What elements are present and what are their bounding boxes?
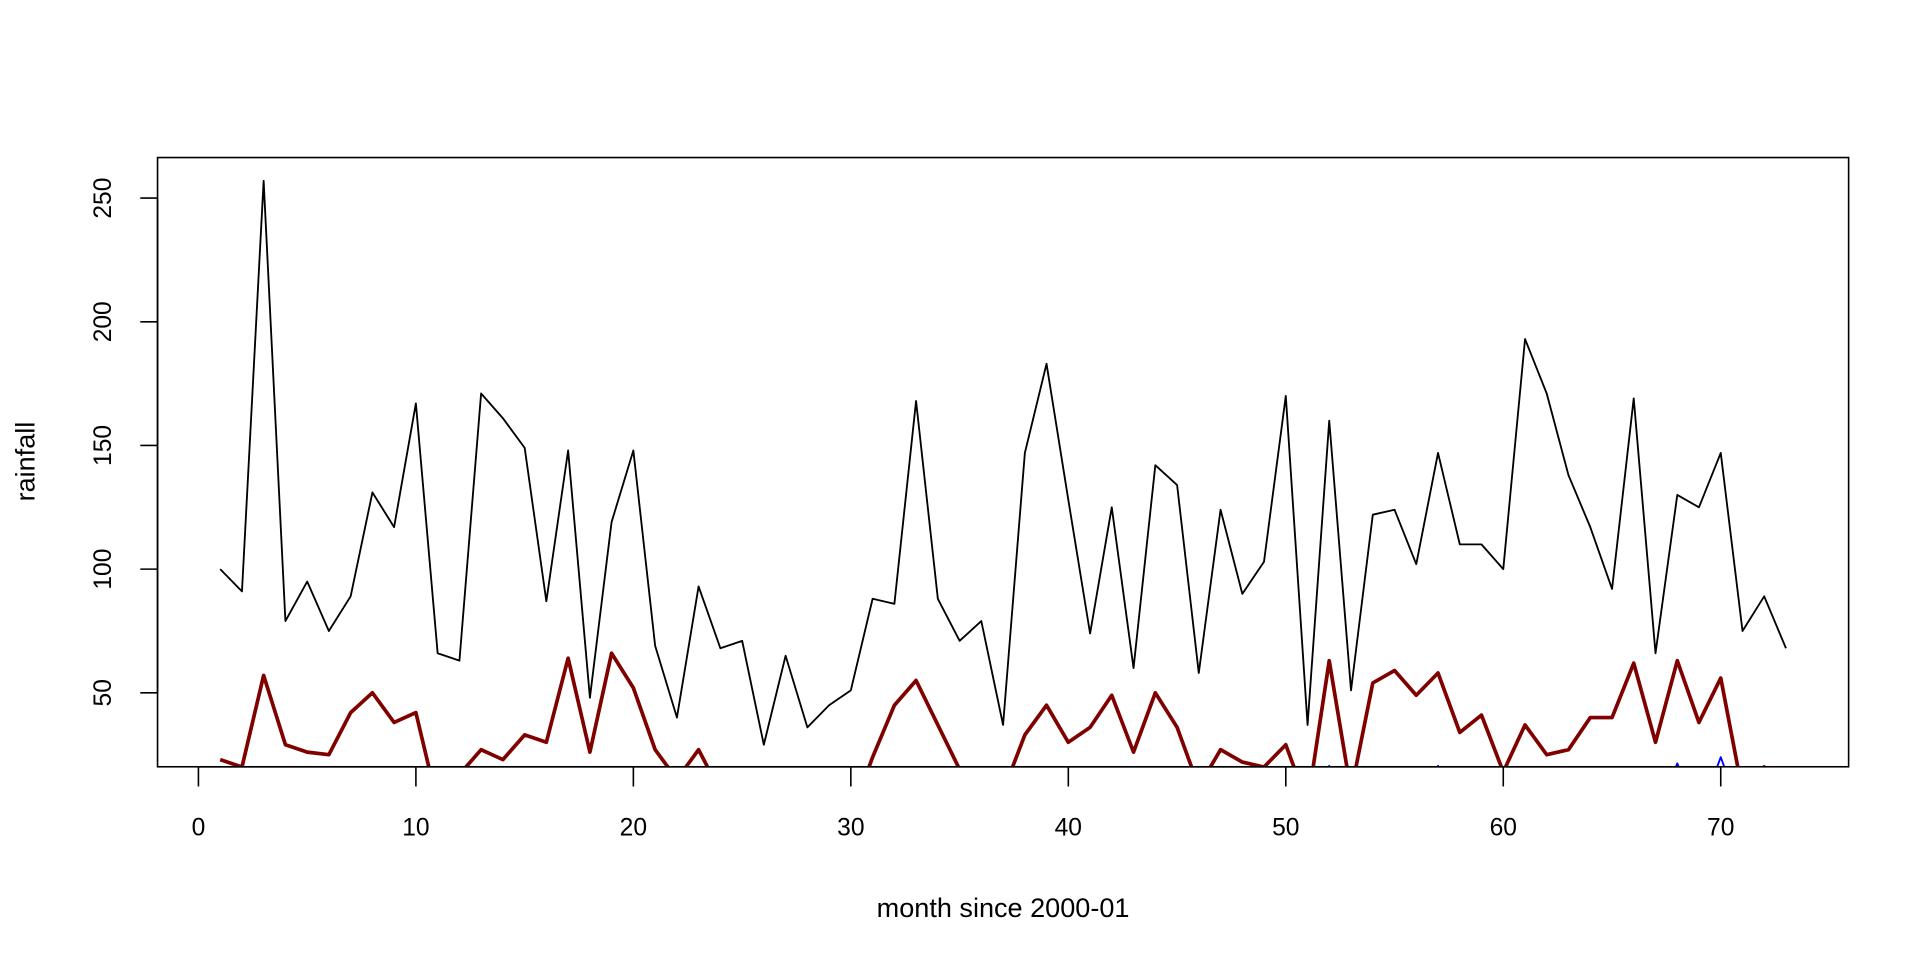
x-tick-label: 40 [1055,815,1082,842]
x-tick-label: 10 [402,815,429,842]
x-axis: 0 10 20 30 40 50 60 70 [192,765,1734,842]
x-tick-label: 70 [1707,815,1734,842]
x-tick-label: 30 [837,815,864,842]
y-axis: 50 100 150 200 250 [90,178,159,706]
y-axis-label: rainfall [9,422,40,502]
series-black-line [219,179,1787,746]
y-tick-label: 100 [90,549,117,590]
y-tick-label: 200 [90,301,117,342]
x-tick-label: 20 [620,815,647,842]
y-tick-label: 150 [90,425,117,466]
series-darkred-line [219,651,1767,767]
y-tick-label: 50 [90,679,117,706]
plot-lines [219,179,1787,767]
x-tick-label: 50 [1272,815,1299,842]
plot-frame [156,156,1850,768]
x-axis-label: month since 2000-01 [877,892,1130,923]
x-tick-label: 60 [1490,815,1517,842]
x-tick-label: 0 [192,815,206,842]
y-tick-label: 250 [90,178,117,219]
